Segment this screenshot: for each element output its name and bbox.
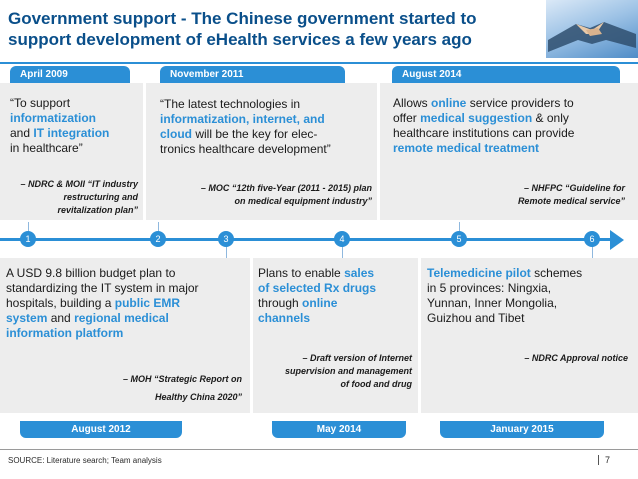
source-line: on medical equipment industry” <box>234 196 372 206</box>
source-line: – Draft version of Internet <box>302 353 412 363</box>
source-line: – MOC “12th five-Year (2011 - 2015) plan <box>200 183 372 193</box>
quote-text: & only <box>532 111 569 125</box>
event-card-november-2011: “The latest technologies in informatizat… <box>160 97 372 157</box>
quote-text: in healthcare” <box>10 141 83 155</box>
event-highlight: channels <box>258 311 311 325</box>
source-citation: – NDRC Approval notice <box>524 353 628 363</box>
date-tab-may-2014: May 2014 <box>272 421 406 438</box>
source-citation: – NHFPC “Guideline for Remote medical se… <box>393 182 625 208</box>
date-tab-november-2011: November 2011 <box>160 66 345 83</box>
timeline-marker-3: 3 <box>218 231 234 247</box>
event-text: Plans to enable <box>258 266 345 280</box>
source-citation: – Draft version of Internet supervision … <box>256 352 412 391</box>
timeline-tick <box>592 240 593 258</box>
source-line: – NHFPC “Guideline for <box>523 183 625 193</box>
title-line-2: support development of eHealth services … <box>8 30 472 49</box>
quote-highlight: cloud <box>160 127 192 141</box>
date-tab-august-2012: August 2012 <box>20 421 182 438</box>
event-text: standardizing the IT system in major <box>6 281 199 295</box>
quote-text: and <box>10 126 34 140</box>
quote-highlight: online <box>431 96 467 110</box>
timeline-marker-5: 5 <box>451 231 467 247</box>
lower-divider-2 <box>418 258 421 413</box>
event-card-january-2015: Telemedicine pilot schemes in 5 province… <box>427 266 633 326</box>
page-number: 7 <box>598 455 610 465</box>
source-line: – MOH “Strategic Report on <box>122 374 242 384</box>
upper-divider-1 <box>143 83 146 220</box>
quote-highlight: IT integration <box>33 126 110 140</box>
lower-divider-1 <box>250 258 253 413</box>
source-line: of food and drug <box>340 379 412 389</box>
footer-divider <box>0 449 638 450</box>
title-divider <box>0 62 638 64</box>
event-highlight: regional medical <box>74 311 169 325</box>
timeline-marker-6: 6 <box>584 231 600 247</box>
handshake-icon <box>548 22 636 52</box>
date-tab-january-2015: January 2015 <box>440 421 604 438</box>
quote-highlight: medical suggestion <box>420 111 533 125</box>
quote-text: Allows <box>393 96 432 110</box>
lower-events-panel <box>0 258 638 413</box>
quote-highlight: informatization, internet, and <box>160 112 325 126</box>
event-text: Yunnan, Inner Mongolia, <box>427 296 558 310</box>
event-text: in 5 provinces: Ningxia, <box>427 281 552 295</box>
quote-text: “The latest technologies in <box>160 97 301 111</box>
event-text: through <box>258 296 303 310</box>
handshake-photo <box>546 0 638 58</box>
event-card-august-2012: A USD 9.8 billion budget plan to standar… <box>6 266 248 341</box>
quote-text: tronics healthcare development” <box>160 142 331 156</box>
date-tab-april-2009: April 2009 <box>10 66 130 83</box>
source-line: supervision and management <box>284 366 412 376</box>
event-highlight: online <box>302 296 338 310</box>
timeline-tick <box>226 240 227 258</box>
event-text: hospitals, building a <box>6 296 115 310</box>
event-highlight: information platform <box>6 326 124 340</box>
quote-text: service providers to <box>466 96 574 110</box>
event-card-april-2009: “To support informatization and IT integ… <box>10 96 140 156</box>
quote-highlight: informatization <box>10 111 96 125</box>
event-highlight: sales <box>344 266 375 280</box>
upper-divider-2 <box>377 83 380 220</box>
timeline-marker-4: 4 <box>334 231 350 247</box>
footer-source: SOURCE: Literature search; Team analysis <box>8 456 162 465</box>
title-line-1: Government support - The Chinese governm… <box>8 9 477 28</box>
source-citation: – MOC “12th five-Year (2011 - 2015) plan… <box>160 182 372 208</box>
date-tab-august-2014: August 2014 <box>392 66 620 83</box>
event-card-august-2014: Allows online service providers to offer… <box>393 96 633 156</box>
quote-highlight: remote medical treatment <box>393 141 540 155</box>
event-highlight: Telemedicine pilot <box>427 266 531 280</box>
source-line: Remote medical service” <box>517 196 625 206</box>
event-text: schemes <box>530 266 583 280</box>
timeline-axis <box>0 238 612 241</box>
upper-events-panel <box>0 83 638 220</box>
quote-text: healthcare institutions can provide <box>393 126 575 140</box>
slide-title: Government support - The Chinese governm… <box>8 8 528 50</box>
event-highlight: public EMR <box>114 296 181 310</box>
quote-text: “To support <box>10 96 71 110</box>
event-text: and <box>47 311 75 325</box>
event-highlight: system <box>6 311 48 325</box>
event-card-may-2014: Plans to enable sales of selected Rx dru… <box>258 266 418 326</box>
source-citation: – MOH “Strategic Report on Healthy China… <box>20 370 242 406</box>
quote-text: offer <box>393 111 421 125</box>
event-text: Guizhou and Tibet <box>427 311 525 325</box>
event-text: A USD 9.8 billion budget plan to <box>6 266 176 280</box>
timeline-marker-1: 1 <box>20 231 36 247</box>
quote-text: will be the key for elec- <box>192 127 318 141</box>
source-citation: – NDRC & MOII “IT industry restructuring… <box>20 179 138 215</box>
event-highlight: of selected Rx drugs <box>258 281 377 295</box>
source-line: Healthy China 2020” <box>154 392 242 402</box>
timeline-arrow-icon <box>610 230 624 250</box>
timeline-tick <box>342 240 343 258</box>
timeline-marker-2: 2 <box>150 231 166 247</box>
